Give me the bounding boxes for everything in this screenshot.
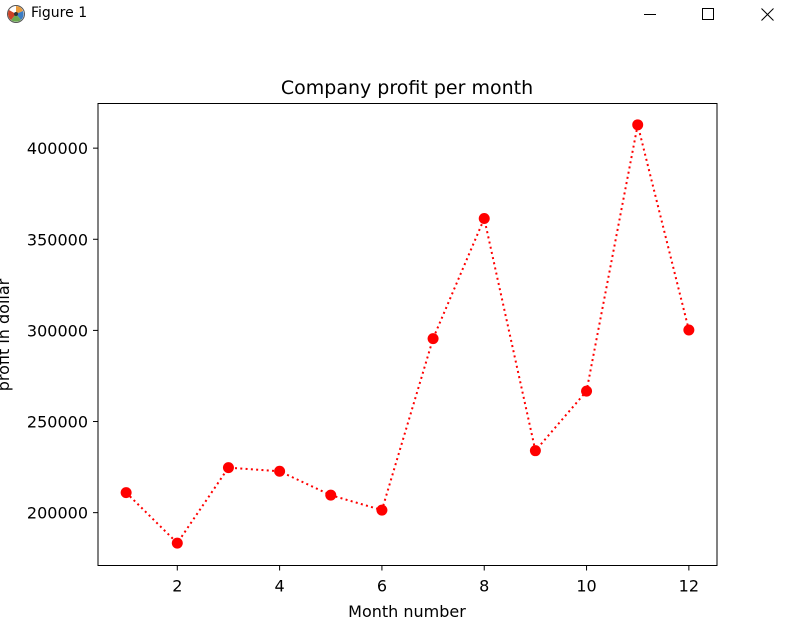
data-point [683, 324, 695, 336]
close-icon [760, 7, 774, 21]
data-point [222, 462, 234, 474]
x-tick-label: 10 [576, 577, 596, 596]
x-tick-label: 6 [377, 577, 387, 596]
window-title: Figure 1 [31, 5, 88, 21]
data-point [581, 385, 593, 397]
data-point [325, 489, 337, 501]
minimize-icon [644, 14, 656, 15]
x-tick-label: 4 [275, 577, 285, 596]
matplotlib-figure-icon [7, 5, 25, 23]
series-layer [120, 119, 695, 549]
maximize-icon [702, 8, 714, 20]
x-tick-label: 8 [479, 577, 489, 596]
data-point [376, 504, 388, 516]
x-tick-label: 12 [679, 577, 699, 596]
data-point [529, 445, 541, 457]
y-axis-label: profit in dollar [0, 278, 13, 391]
series-line [125, 124, 690, 545]
y-tick-label: 200000 [27, 504, 88, 523]
minimize-button[interactable] [627, 0, 673, 28]
maximize-button[interactable] [685, 0, 731, 28]
y-tick-label: 350000 [27, 230, 88, 249]
data-point [171, 537, 183, 549]
plot-frame [97, 103, 718, 566]
data-point [427, 333, 439, 345]
axes-layer: 2 4 6 8 10 12 200000 250000 300000 350000 400000 [27, 139, 699, 595]
chart-title: Company profit per month [281, 77, 533, 99]
data-point [632, 119, 644, 131]
close-button[interactable] [744, 0, 790, 28]
x-axis-label: Month number [348, 602, 466, 621]
data-point [274, 465, 286, 477]
y-tick-label: 300000 [27, 321, 88, 340]
y-tick-label: 400000 [27, 139, 88, 158]
y-tick-label: 250000 [27, 413, 88, 432]
data-point [478, 212, 490, 224]
x-tick-label: 2 [172, 577, 182, 596]
title-bar[interactable]: Figure 1 [0, 0, 790, 28]
data-point [120, 487, 132, 499]
